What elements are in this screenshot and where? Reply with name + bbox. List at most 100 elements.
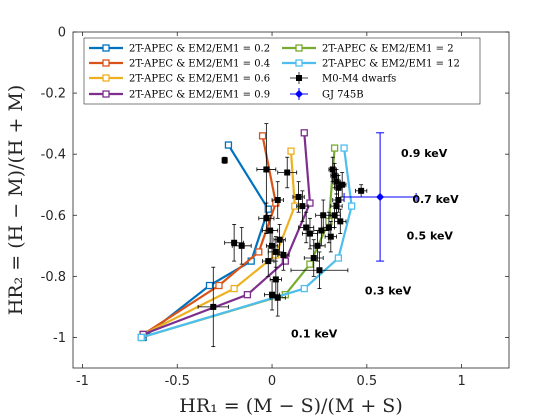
series-marker	[264, 205, 272, 213]
dwarf-marker	[327, 233, 334, 240]
dwarf-points	[197, 123, 368, 348]
legend-entry: 2T-APEC & EM2/EM1 = 0.6	[89, 74, 270, 85]
dwarf-marker	[329, 166, 336, 173]
x-tick-label: -0.5	[165, 374, 190, 389]
model-series	[137, 129, 356, 342]
legend-entry: 2T-APEC & EM2/EM1 = 0.9	[89, 90, 270, 101]
dwarf-marker	[331, 172, 338, 179]
legend-label: M0-M4 dwarfs	[322, 74, 396, 85]
dwarf-marker	[263, 215, 270, 222]
gj745b-point	[343, 132, 417, 262]
y-tick-label: -1	[53, 331, 66, 346]
legend-entry: M0-M4 dwarfs	[290, 72, 396, 85]
y-axis-label: HR₂ = (H − M)/(H + M)	[5, 85, 27, 316]
dwarf-marker	[210, 303, 217, 310]
legend-marker	[295, 90, 303, 98]
series-marker	[348, 202, 356, 210]
series-marker	[287, 147, 295, 155]
legend-label: 2T-APEC & EM2/EM1 = 12	[322, 59, 460, 70]
dwarf-point	[197, 266, 229, 348]
x-tick-label: 1	[457, 374, 465, 389]
series-marker	[243, 291, 252, 299]
dwarf-marker	[303, 224, 310, 231]
legend-marker	[102, 74, 110, 82]
dwarf-marker	[269, 291, 276, 298]
dwarf-marker	[306, 230, 313, 237]
legend-entry: 2T-APEC & EM2/EM1 = 0.4	[89, 59, 270, 70]
series-marker	[137, 333, 145, 342]
legend-entry: 2T-APEC & EM2/EM1 = 0.2	[89, 44, 270, 55]
dwarf-marker	[335, 184, 342, 191]
dwarf-point	[264, 279, 281, 311]
dwarf-marker	[272, 248, 279, 255]
dwarf-point	[231, 227, 252, 265]
dwarf-point	[277, 156, 298, 189]
dwarf-point	[334, 208, 347, 235]
legend-label: 2T-APEC & EM2/EM1 = 0.9	[129, 90, 270, 101]
energy-annotation: 0.9 keV	[401, 147, 448, 160]
dwarf-point	[315, 199, 332, 231]
series-marker	[340, 144, 348, 152]
energy-annotation: 0.1 keV	[291, 327, 338, 340]
dwarf-marker	[269, 242, 276, 249]
legend-entry: 2T-APEC & EM2/EM1 = 12	[282, 59, 460, 70]
dwarf-marker	[333, 203, 340, 210]
series-marker	[205, 281, 214, 290]
energy-annotation: 0.7 keV	[412, 193, 459, 206]
dwarf-point	[277, 239, 290, 271]
dwarf-point	[296, 190, 309, 222]
series-marker	[224, 141, 233, 149]
legend-marker	[295, 44, 303, 52]
dwarf-marker	[263, 166, 270, 173]
dwarf-marker	[320, 212, 327, 219]
legend-marker	[296, 75, 302, 81]
dwarf-marker	[333, 178, 340, 185]
energy-annotation: 0.5 keV	[407, 230, 454, 243]
x-tick-label: 0	[268, 374, 276, 389]
series-2t-apec-em2-em1-12	[137, 144, 356, 342]
dwarf-point	[258, 202, 275, 235]
legend-marker	[102, 44, 110, 52]
series-marker	[300, 129, 308, 137]
series-marker	[258, 132, 267, 140]
legend-marker	[102, 90, 110, 98]
series-marker	[300, 284, 308, 293]
legend-entry: GJ 745B	[290, 88, 364, 101]
annotations: 0.9 keV 0.7 keV 0.5 keV 0.3 keV 0.1 keV	[291, 147, 459, 340]
tick-labels: -1 -0.5 0 0.5 1 0 -0.2 -0.4 -0.6 -0.8 -1	[41, 26, 466, 390]
plot-frame	[72, 31, 510, 369]
dwarf-marker	[314, 242, 321, 249]
dwarf-point	[256, 123, 277, 216]
dwarf-marker	[358, 187, 365, 194]
x-tick-label: 0.5	[356, 374, 377, 389]
dwarf-point	[324, 220, 337, 253]
dwarf-marker	[274, 294, 281, 301]
dwarf-marker	[299, 203, 306, 210]
dwarf-point	[271, 181, 284, 219]
series-marker	[215, 281, 223, 290]
dwarf-point	[337, 172, 347, 198]
y-tick-label: -0.8	[41, 270, 66, 285]
dwarf-marker	[221, 157, 228, 164]
dwarf-point	[309, 230, 326, 262]
legend-label: 2T-APEC & EM2/EM1 = 2	[322, 44, 454, 55]
legend-entry: 2T-APEC & EM2/EM1 = 2	[282, 44, 454, 55]
dwarf-point	[224, 224, 245, 262]
dwarf-marker	[265, 258, 272, 265]
gj-marker	[376, 192, 385, 201]
dwarf-point	[355, 184, 368, 198]
dwarf-point	[269, 279, 286, 317]
y-tick-label: 0	[58, 26, 66, 41]
series-marker	[281, 257, 289, 265]
dwarf-point	[298, 211, 315, 244]
series-marker	[255, 248, 263, 256]
dwarf-marker	[284, 169, 291, 176]
x-tick-label: -1	[76, 374, 89, 389]
dwarf-marker	[295, 193, 302, 200]
x-axis-label: HR₁ = (M − S)/(M + S)	[179, 395, 402, 417]
dwarf-marker	[331, 212, 338, 219]
dwarf-marker	[231, 239, 238, 246]
dwarf-point	[221, 156, 228, 164]
